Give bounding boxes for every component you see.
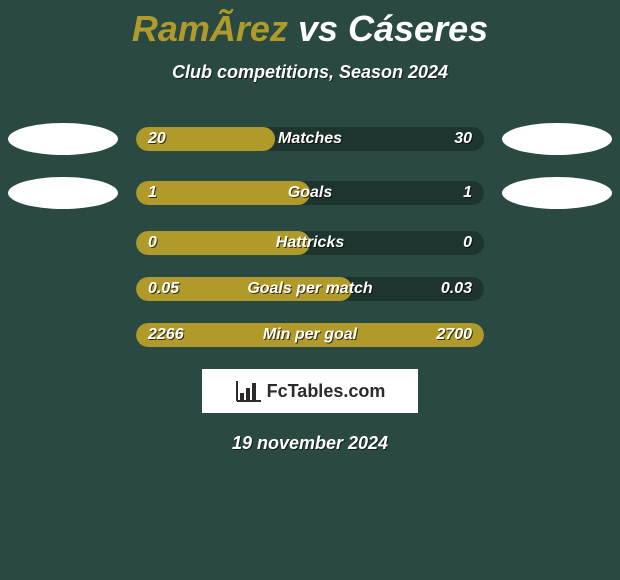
stat-row: 0.05 Goals per match 0.03 bbox=[0, 277, 620, 301]
subtitle: Club competitions, Season 2024 bbox=[0, 62, 620, 83]
date: 19 november 2024 bbox=[0, 433, 620, 454]
stat-bar-fill bbox=[136, 181, 310, 205]
left-value: 2266 bbox=[148, 326, 184, 344]
stat-bar: 2266 Min per goal 2700 bbox=[136, 323, 484, 347]
player1-avatar bbox=[8, 123, 118, 155]
title: RamÃ­rez vs Cáseres bbox=[0, 8, 620, 50]
stat-rows: 20 Matches 30 1 Goals 1 0 Hattricks 0 0.05 Goals p… bbox=[0, 123, 620, 347]
bars-chart-icon bbox=[235, 379, 263, 403]
right-value: 0.03 bbox=[441, 280, 472, 298]
player2-name: Cáseres bbox=[348, 8, 488, 49]
left-value: 0 bbox=[148, 234, 157, 252]
right-value: 1 bbox=[463, 184, 472, 202]
left-value: 0.05 bbox=[148, 280, 179, 298]
metric-label: Goals per match bbox=[247, 280, 372, 298]
stat-row: 0 Hattricks 0 bbox=[0, 231, 620, 255]
right-value: 30 bbox=[454, 130, 472, 148]
left-value: 1 bbox=[148, 184, 157, 202]
right-value: 0 bbox=[463, 234, 472, 252]
comparison-card: RamÃ­rez vs Cáseres Club competitions, S… bbox=[0, 0, 620, 454]
metric-label: Hattricks bbox=[276, 234, 344, 252]
player2-avatar bbox=[502, 177, 612, 209]
player2-avatar bbox=[502, 123, 612, 155]
stat-bar: 0.05 Goals per match 0.03 bbox=[136, 277, 484, 301]
logo-text: FcTables.com bbox=[267, 381, 386, 402]
player1-avatar bbox=[8, 177, 118, 209]
right-value: 2700 bbox=[436, 326, 472, 344]
stat-row: 1 Goals 1 bbox=[0, 177, 620, 209]
stat-row: 2266 Min per goal 2700 bbox=[0, 323, 620, 347]
stat-bar: 0 Hattricks 0 bbox=[136, 231, 484, 255]
stat-row: 20 Matches 30 bbox=[0, 123, 620, 155]
player1-name: RamÃ­rez bbox=[132, 8, 288, 49]
metric-label: Goals bbox=[288, 184, 332, 202]
vs-label: vs bbox=[298, 8, 338, 49]
left-value: 20 bbox=[148, 130, 166, 148]
logo-box: FcTables.com bbox=[202, 369, 418, 413]
metric-label: Matches bbox=[278, 130, 342, 148]
stat-bar: 20 Matches 30 bbox=[136, 127, 484, 151]
metric-label: Min per goal bbox=[263, 326, 357, 344]
stat-bar: 1 Goals 1 bbox=[136, 181, 484, 205]
